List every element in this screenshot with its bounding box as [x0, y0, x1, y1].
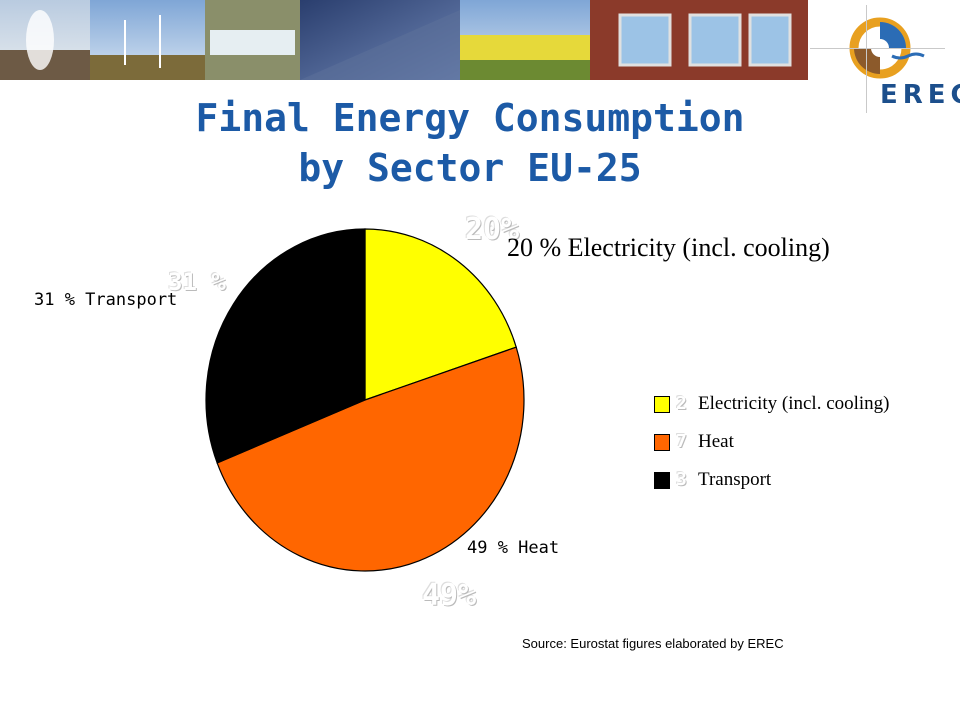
legend-swatch — [654, 472, 670, 489]
pie-slice-heat — [216, 346, 525, 572]
legend-label: Electricity (incl. cooling) — [698, 393, 890, 414]
legend-swatch — [654, 434, 670, 451]
logo-divider-horizontal — [810, 48, 945, 49]
ghost-mark: 31 % — [168, 268, 226, 296]
data-label-heat: 49 % Heat — [467, 538, 560, 558]
legend-label: Heat — [698, 431, 734, 452]
slide-title-line-1: Final Energy Consumption — [195, 96, 745, 140]
logo-divider-vertical — [866, 5, 867, 113]
ghost-mark: 49% — [422, 578, 477, 613]
legend-label: Transport — [698, 469, 772, 490]
ghost-mark: 20% — [465, 212, 520, 247]
logo-text: EREC — [880, 80, 960, 110]
data-label-transport: 31 % Transport — [34, 290, 178, 310]
slide-title-line-2: by Sector EU-25 — [298, 146, 642, 190]
pie-slice-transport — [205, 228, 366, 464]
pie-slice-electricity — [364, 228, 517, 401]
ghost-mark: 3 — [676, 469, 687, 490]
pie-chart — [205, 228, 525, 572]
header-photo-banner — [0, 0, 808, 80]
source-note: Source: Eurostat figures elaborated by E… — [522, 636, 784, 651]
ghost-mark: 7 — [676, 431, 687, 452]
legend-swatch — [654, 396, 670, 413]
ghost-mark: 2 — [676, 393, 687, 414]
data-label-electricity: 20 % Electricity (incl. cooling) — [507, 233, 830, 262]
